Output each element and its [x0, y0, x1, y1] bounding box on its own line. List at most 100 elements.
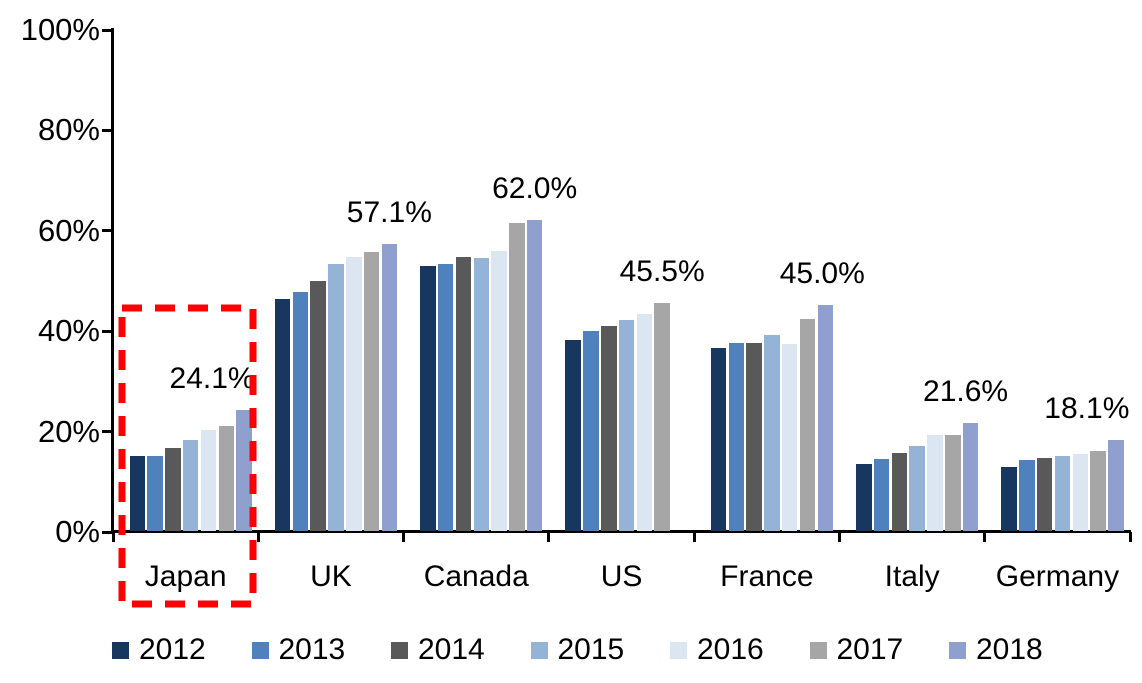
data-label-canada: 62.0%: [492, 171, 578, 205]
bar-2013-canada: [437, 264, 454, 531]
y-tick: [102, 530, 113, 534]
bar-2017-uk: [363, 251, 380, 531]
y-tick-label: 20%: [37, 413, 100, 449]
bar-2013-uk: [292, 292, 309, 531]
data-label-uk: 57.1%: [346, 196, 432, 230]
bar-2015-uk: [328, 263, 344, 531]
bar-2013-france: [728, 343, 744, 531]
data-label-italy: 21.6%: [923, 374, 1009, 408]
legend-item-2015: 2015: [530, 633, 625, 667]
legend-label-2014: 2014: [418, 633, 485, 666]
bar-2016-italy: [927, 435, 943, 531]
bar-2017-canada: [509, 222, 525, 531]
legend-label-2016: 2016: [697, 633, 764, 666]
legend-item-2017: 2017: [809, 633, 904, 667]
legend-swatch-2013: [251, 641, 269, 659]
bar-2014-canada: [455, 256, 472, 531]
y-tick: [102, 430, 113, 434]
bar-2017-japan: [218, 426, 234, 531]
y-tick: [102, 128, 113, 132]
y-tick-label: 40%: [37, 313, 100, 349]
legend-item-2016: 2016: [670, 633, 764, 667]
y-tick-label: 100%: [20, 12, 100, 47]
bar-2018-canada: [526, 219, 543, 531]
bar-2015-germany: [1054, 456, 1071, 531]
bar-2012-italy: [856, 463, 872, 531]
x-tick: [111, 532, 115, 542]
bar-2018-france: [817, 305, 833, 531]
bar-2013-germany: [1019, 459, 1035, 531]
category-label-italy: Italy: [884, 560, 940, 593]
bar-2015-canada: [473, 258, 489, 531]
legend-swatch-2018: [949, 641, 966, 659]
legend-swatch-2016: [670, 641, 687, 659]
bar-2015-france: [764, 334, 780, 531]
category-label-japan: Japan: [144, 560, 227, 593]
bar-2017-france: [799, 318, 816, 531]
category-label-france: France: [720, 560, 814, 593]
bar-2018-uk: [381, 244, 398, 531]
bar-2018-italy: [962, 422, 979, 531]
data-label-japan: 24.1%: [169, 362, 255, 396]
bar-2014-japan: [165, 447, 181, 531]
data-label-france: 45.0%: [779, 257, 865, 291]
y-tick: [102, 229, 113, 233]
bar-2013-japan: [147, 455, 163, 531]
legend-label-2013: 2013: [278, 633, 346, 666]
x-axis-line: [111, 530, 1131, 533]
x-tick: [1128, 532, 1132, 542]
bar-2018-germany: [1108, 440, 1124, 531]
legend-item-2018: 2018: [949, 633, 1043, 667]
legend-swatch-2014: [391, 641, 408, 659]
legend-label-2018: 2018: [976, 633, 1043, 666]
bar-2012-japan: [129, 456, 145, 531]
bar-2012-uk: [274, 298, 291, 531]
legend-swatch-2012: [112, 641, 129, 659]
bar-2012-germany: [1001, 466, 1017, 531]
y-tick-label: 0%: [55, 514, 100, 549]
bar-2016-us: [636, 313, 653, 531]
data-label-germany: 18.1%: [1044, 392, 1130, 426]
bar-2012-france: [710, 347, 727, 531]
category-label-us: US: [600, 560, 643, 593]
legend-label-2015: 2015: [557, 633, 625, 666]
bar-2017-us: [654, 302, 670, 531]
bar-2018-japan: [236, 410, 252, 531]
y-axis-line: [111, 28, 114, 533]
bar-2016-germany: [1072, 453, 1088, 531]
x-tick: [402, 532, 406, 542]
y-tick: [102, 329, 113, 333]
bar-2014-us: [601, 326, 617, 531]
bar-2014-france: [746, 343, 762, 531]
legend-swatch-2017: [809, 641, 827, 659]
bar-2016-japan: [200, 430, 217, 531]
y-tick-label: 80%: [37, 112, 100, 148]
bar-2014-germany: [1036, 458, 1053, 531]
x-tick: [256, 532, 260, 542]
legend-label-2012: 2012: [139, 633, 206, 666]
legend-label-2017: 2017: [836, 633, 904, 666]
bar-2014-uk: [310, 281, 326, 531]
category-label-germany: Germany: [995, 560, 1120, 593]
bar-2012-us: [565, 339, 581, 531]
bar-2016-canada: [491, 250, 507, 531]
bar-2016-france: [781, 344, 798, 531]
bar-2017-germany: [1090, 451, 1106, 531]
legend-item-2013: 2013: [251, 633, 346, 667]
y-tick: [102, 28, 113, 32]
category-label-uk: UK: [310, 560, 352, 593]
bar-2014-italy: [891, 453, 908, 531]
y-tick-label: 60%: [37, 212, 100, 248]
legend-swatch-2015: [530, 641, 548, 659]
bar-2013-us: [583, 330, 599, 531]
bar-2012-canada: [420, 266, 436, 531]
legend-item-2012: 2012: [112, 633, 206, 667]
bar-2015-italy: [909, 445, 925, 531]
category-label-canada: Canada: [423, 560, 529, 593]
x-tick: [547, 532, 551, 542]
bar-2015-japan: [182, 439, 199, 531]
legend-item-2014: 2014: [391, 633, 485, 667]
data-label-us: 45.5%: [619, 254, 705, 288]
x-tick: [983, 532, 987, 542]
